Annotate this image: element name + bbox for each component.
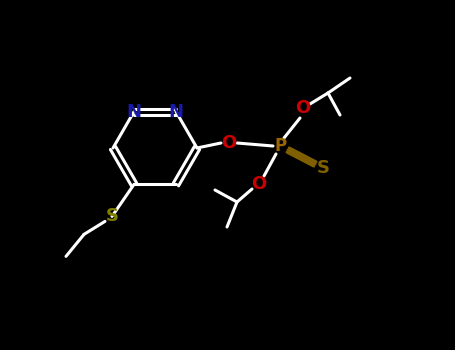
Text: S: S [317,159,329,177]
Text: N: N [168,103,183,121]
Text: O: O [295,99,311,117]
Text: O: O [251,175,267,193]
Text: O: O [222,134,237,152]
Text: P: P [275,137,287,155]
Text: N: N [126,103,142,121]
Text: S: S [106,207,118,225]
